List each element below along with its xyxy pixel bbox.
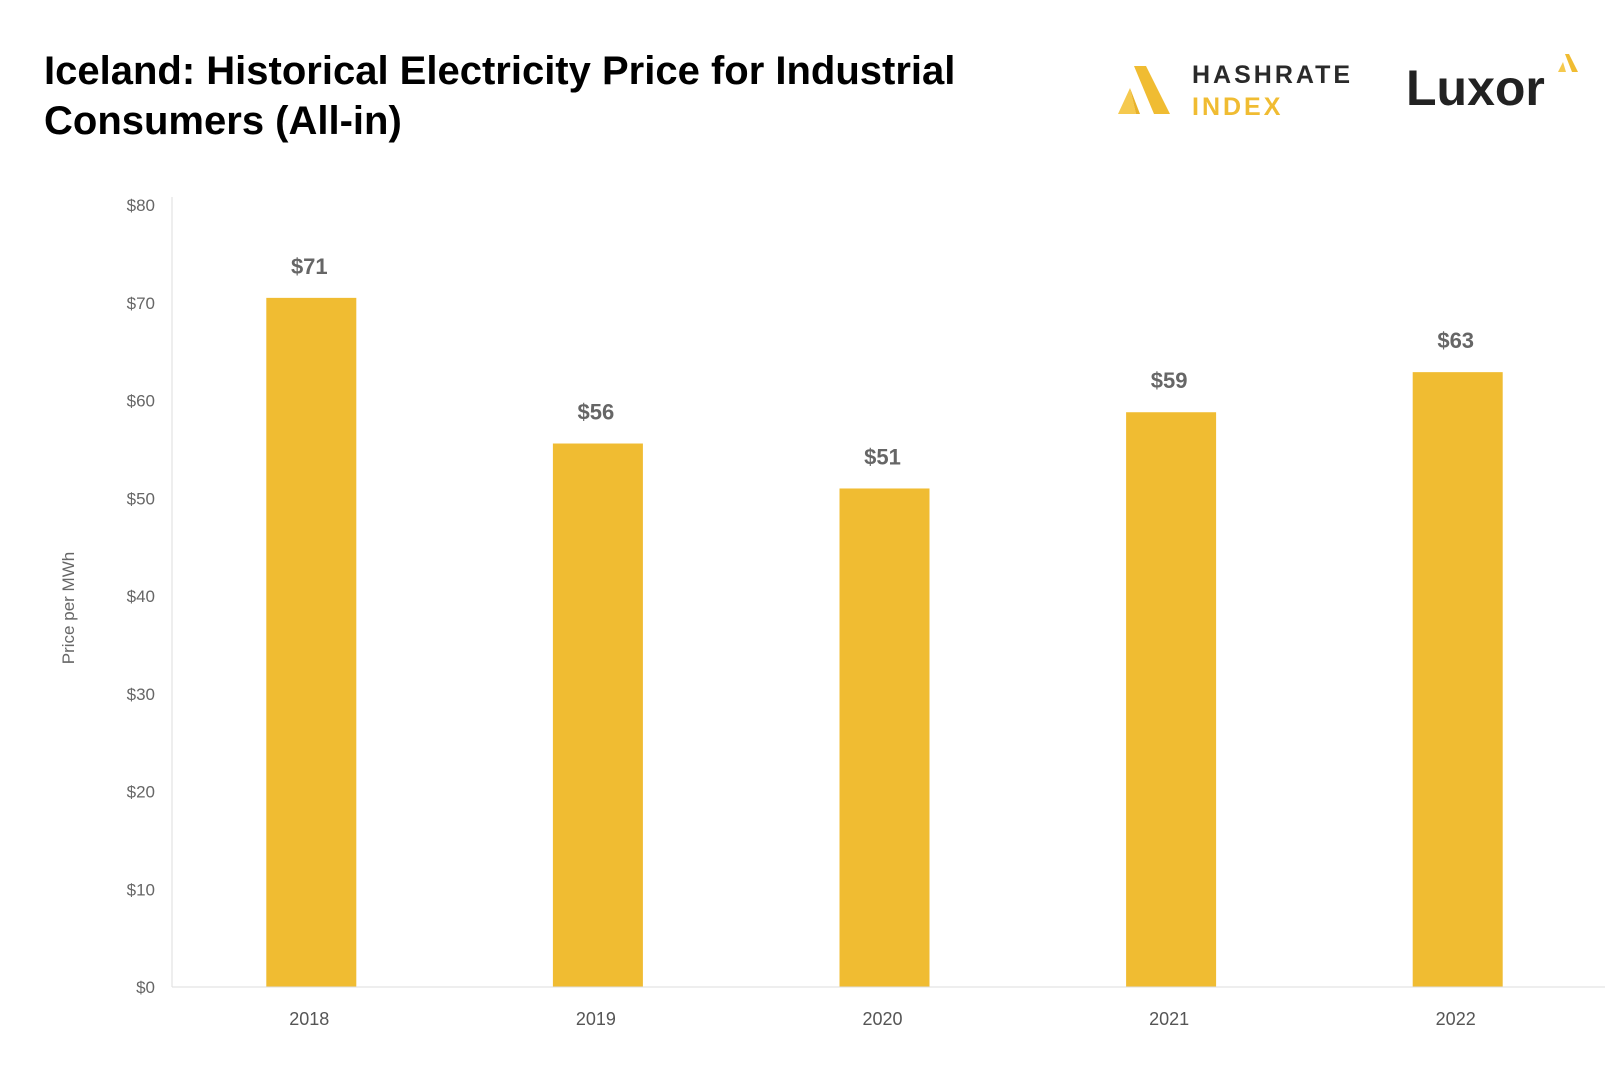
data-labels: $71 $56 $51 $59 $63: [291, 254, 1474, 470]
luxor-logo: Luxor: [1406, 52, 1586, 122]
hashrate-word: HASHRATE: [1192, 61, 1354, 89]
index-word: INDEX: [1192, 93, 1284, 121]
chart-title-line-1: Iceland: Historical Electricity Price fo…: [44, 49, 956, 93]
chart-title-line-2: Consumers (All-in): [44, 99, 402, 143]
luxor-triangle-mark-icon: [1558, 54, 1578, 72]
data-label-2022: $63: [1437, 328, 1474, 353]
y-axis-title: Price per MWh: [59, 552, 78, 664]
bar-2022: [1412, 372, 1503, 988]
y-tick-label: $50: [127, 489, 155, 508]
data-label-2019: $56: [578, 400, 615, 425]
bar-2018: [266, 297, 357, 987]
x-axis: 2018 2019 2020 2021 2022: [172, 986, 1605, 1029]
x-tick-label-2021: 2021: [1149, 1009, 1189, 1029]
data-label-2021: $59: [1151, 368, 1188, 393]
y-tick-label: $0: [136, 978, 155, 997]
bar-2021: [1126, 412, 1217, 988]
bars: [266, 297, 1503, 988]
hashrate-index-mark-icon: [1118, 66, 1170, 114]
x-tick-label-2020: 2020: [862, 1009, 902, 1029]
y-tick-label: $20: [127, 783, 155, 802]
data-label-2020: $51: [864, 444, 901, 469]
x-tick-label-2019: 2019: [576, 1009, 616, 1029]
data-label-2018: $71: [291, 254, 328, 279]
bar-2019: [552, 443, 643, 987]
x-tick-label-2018: 2018: [289, 1009, 329, 1029]
hashrate-index-logo: HASHRATE INDEX: [1114, 58, 1364, 122]
x-tick-label-2022: 2022: [1436, 1009, 1476, 1029]
y-tick-label: $30: [127, 685, 155, 704]
y-tick-label: $60: [127, 392, 155, 411]
bar-2020: [839, 488, 930, 987]
y-tick-label: $40: [127, 587, 155, 606]
y-tick-label: $70: [127, 294, 155, 313]
y-tick-label: $10: [127, 880, 155, 899]
y-tick-label: $80: [127, 196, 155, 215]
y-axis: $0 $10 $20 $30 $40 $50 $60 $70 $80: [127, 196, 173, 997]
luxor-word: Luxor: [1406, 60, 1545, 116]
chart-title: Iceland: Historical Electricity Price fo…: [44, 46, 1044, 146]
